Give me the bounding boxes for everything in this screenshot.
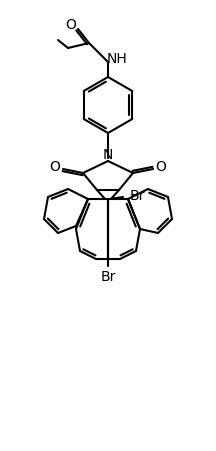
Text: O: O: [66, 18, 76, 32]
Text: NH: NH: [107, 52, 127, 66]
Text: O: O: [156, 160, 167, 174]
Text: Br: Br: [130, 189, 145, 202]
Text: Br: Br: [100, 269, 116, 283]
Text: O: O: [49, 160, 60, 174]
Text: N: N: [103, 147, 113, 161]
